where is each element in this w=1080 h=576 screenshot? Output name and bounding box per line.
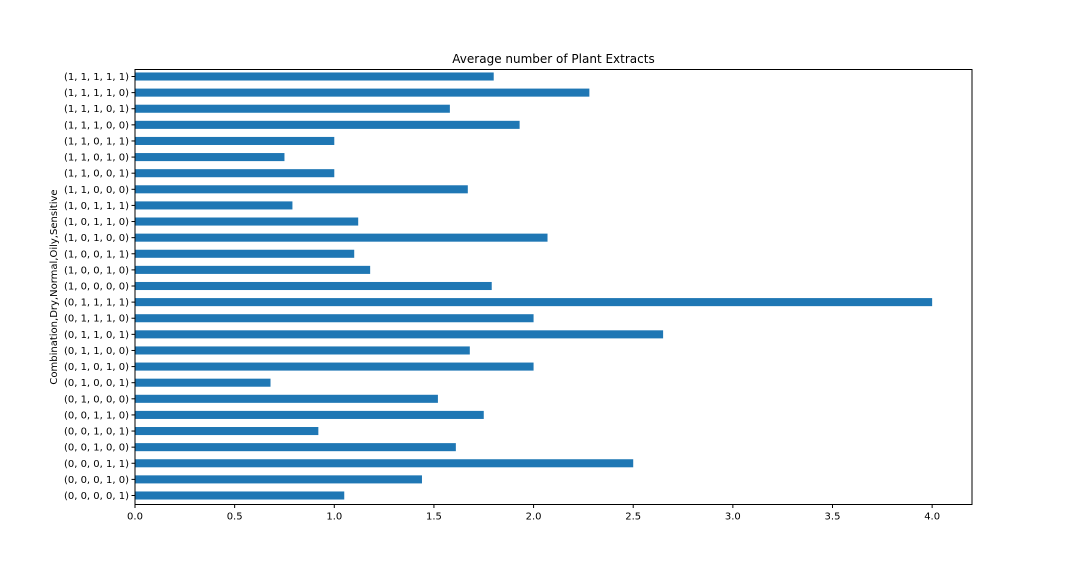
y-tick-label: (1, 0, 0, 0, 0) bbox=[64, 282, 129, 293]
x-tick-label: 2.0 bbox=[526, 512, 542, 523]
bar bbox=[135, 104, 450, 113]
y-tick-label: (1, 1, 1, 1, 0) bbox=[64, 88, 129, 99]
bar bbox=[135, 475, 422, 484]
x-tick-label: 1.0 bbox=[326, 512, 342, 523]
x-tick-label: 0.0 bbox=[127, 512, 143, 523]
bar bbox=[135, 330, 664, 339]
y-tick-label: (0, 0, 0, 1, 0) bbox=[64, 475, 129, 486]
y-tick-label: (1, 0, 1, 0, 0) bbox=[64, 233, 129, 244]
chart-title: Average number of Plant Extracts bbox=[452, 52, 654, 66]
y-tick-label: (1, 1, 1, 0, 0) bbox=[64, 120, 129, 131]
x-tick-label: 0.5 bbox=[227, 512, 243, 523]
bar bbox=[135, 169, 335, 178]
y-tick-label: (0, 0, 0, 0, 1) bbox=[64, 491, 129, 502]
x-tick-label: 4.0 bbox=[924, 512, 940, 523]
y-axis-ticks: (0, 0, 0, 0, 1) (0, 0, 0, 1, 0) (0, 0, 0, … bbox=[64, 72, 135, 502]
y-tick-label: (0, 0, 1, 0, 1) bbox=[64, 427, 129, 438]
bar bbox=[135, 394, 438, 403]
bar bbox=[135, 185, 468, 194]
bars-layer bbox=[135, 72, 933, 500]
bar bbox=[135, 378, 271, 387]
bar bbox=[135, 459, 634, 468]
y-tick-label: (0, 1, 1, 1, 0) bbox=[64, 314, 129, 325]
bar bbox=[135, 88, 590, 97]
y-tick-label: (1, 1, 0, 0, 0) bbox=[64, 185, 129, 196]
y-tick-label: (0, 0, 1, 0, 0) bbox=[64, 443, 129, 454]
y-tick-label: (0, 1, 0, 0, 0) bbox=[64, 394, 129, 405]
bar bbox=[135, 201, 293, 210]
y-tick-label: (0, 1, 0, 1, 0) bbox=[64, 362, 129, 373]
bar bbox=[135, 491, 345, 500]
bar bbox=[135, 265, 371, 274]
y-tick-label: (1, 1, 0, 1, 0) bbox=[64, 153, 129, 164]
y-tick-label: (1, 1, 0, 1, 1) bbox=[64, 136, 129, 147]
bar bbox=[135, 120, 520, 129]
bar bbox=[135, 346, 470, 355]
bar bbox=[135, 410, 484, 419]
bar bbox=[135, 249, 355, 258]
y-axis-label: Combination,Dry,Normal,Oily,Sensitive bbox=[49, 189, 60, 384]
bar bbox=[135, 362, 534, 371]
y-tick-label: (1, 0, 1, 1, 1) bbox=[64, 201, 129, 212]
bar bbox=[135, 153, 285, 162]
y-tick-label: (1, 0, 1, 1, 0) bbox=[64, 217, 129, 228]
x-tick-label: 3.5 bbox=[825, 512, 841, 523]
bar bbox=[135, 298, 933, 307]
x-tick-label: 1.5 bbox=[426, 512, 442, 523]
bar bbox=[135, 281, 492, 291]
bar bbox=[135, 217, 359, 226]
x-tick-label: 3.0 bbox=[725, 512, 741, 523]
bar bbox=[135, 427, 319, 436]
y-tick-label: (1, 1, 1, 0, 1) bbox=[64, 104, 129, 115]
y-tick-label: (1, 1, 1, 1, 1) bbox=[64, 72, 129, 83]
y-tick-label: (0, 1, 0, 0, 1) bbox=[64, 378, 129, 389]
y-tick-label: (1, 1, 0, 0, 1) bbox=[64, 169, 129, 180]
bar bbox=[135, 72, 494, 81]
y-tick-label: (0, 1, 1, 0, 0) bbox=[64, 346, 129, 357]
bar bbox=[135, 233, 548, 242]
bar bbox=[135, 136, 335, 145]
x-axis-ticks: 0.0 0.5 1.0 1.5 2.0 2.5 3.0 3.5 4.0 bbox=[127, 504, 940, 523]
plot-frame bbox=[134, 69, 973, 505]
y-tick-label: (0, 0, 1, 1, 0) bbox=[64, 410, 129, 421]
y-tick-label: (1, 0, 0, 1, 1) bbox=[64, 249, 129, 260]
y-tick-label: (0, 1, 1, 0, 1) bbox=[64, 330, 129, 341]
bar bbox=[135, 314, 534, 323]
y-tick-label: (0, 1, 1, 1, 1) bbox=[64, 298, 129, 309]
bar bbox=[135, 443, 456, 452]
x-tick-label: 2.5 bbox=[625, 512, 641, 523]
y-tick-label: (1, 0, 0, 1, 0) bbox=[64, 265, 129, 276]
y-tick-label: (0, 0, 0, 1, 1) bbox=[64, 459, 129, 470]
